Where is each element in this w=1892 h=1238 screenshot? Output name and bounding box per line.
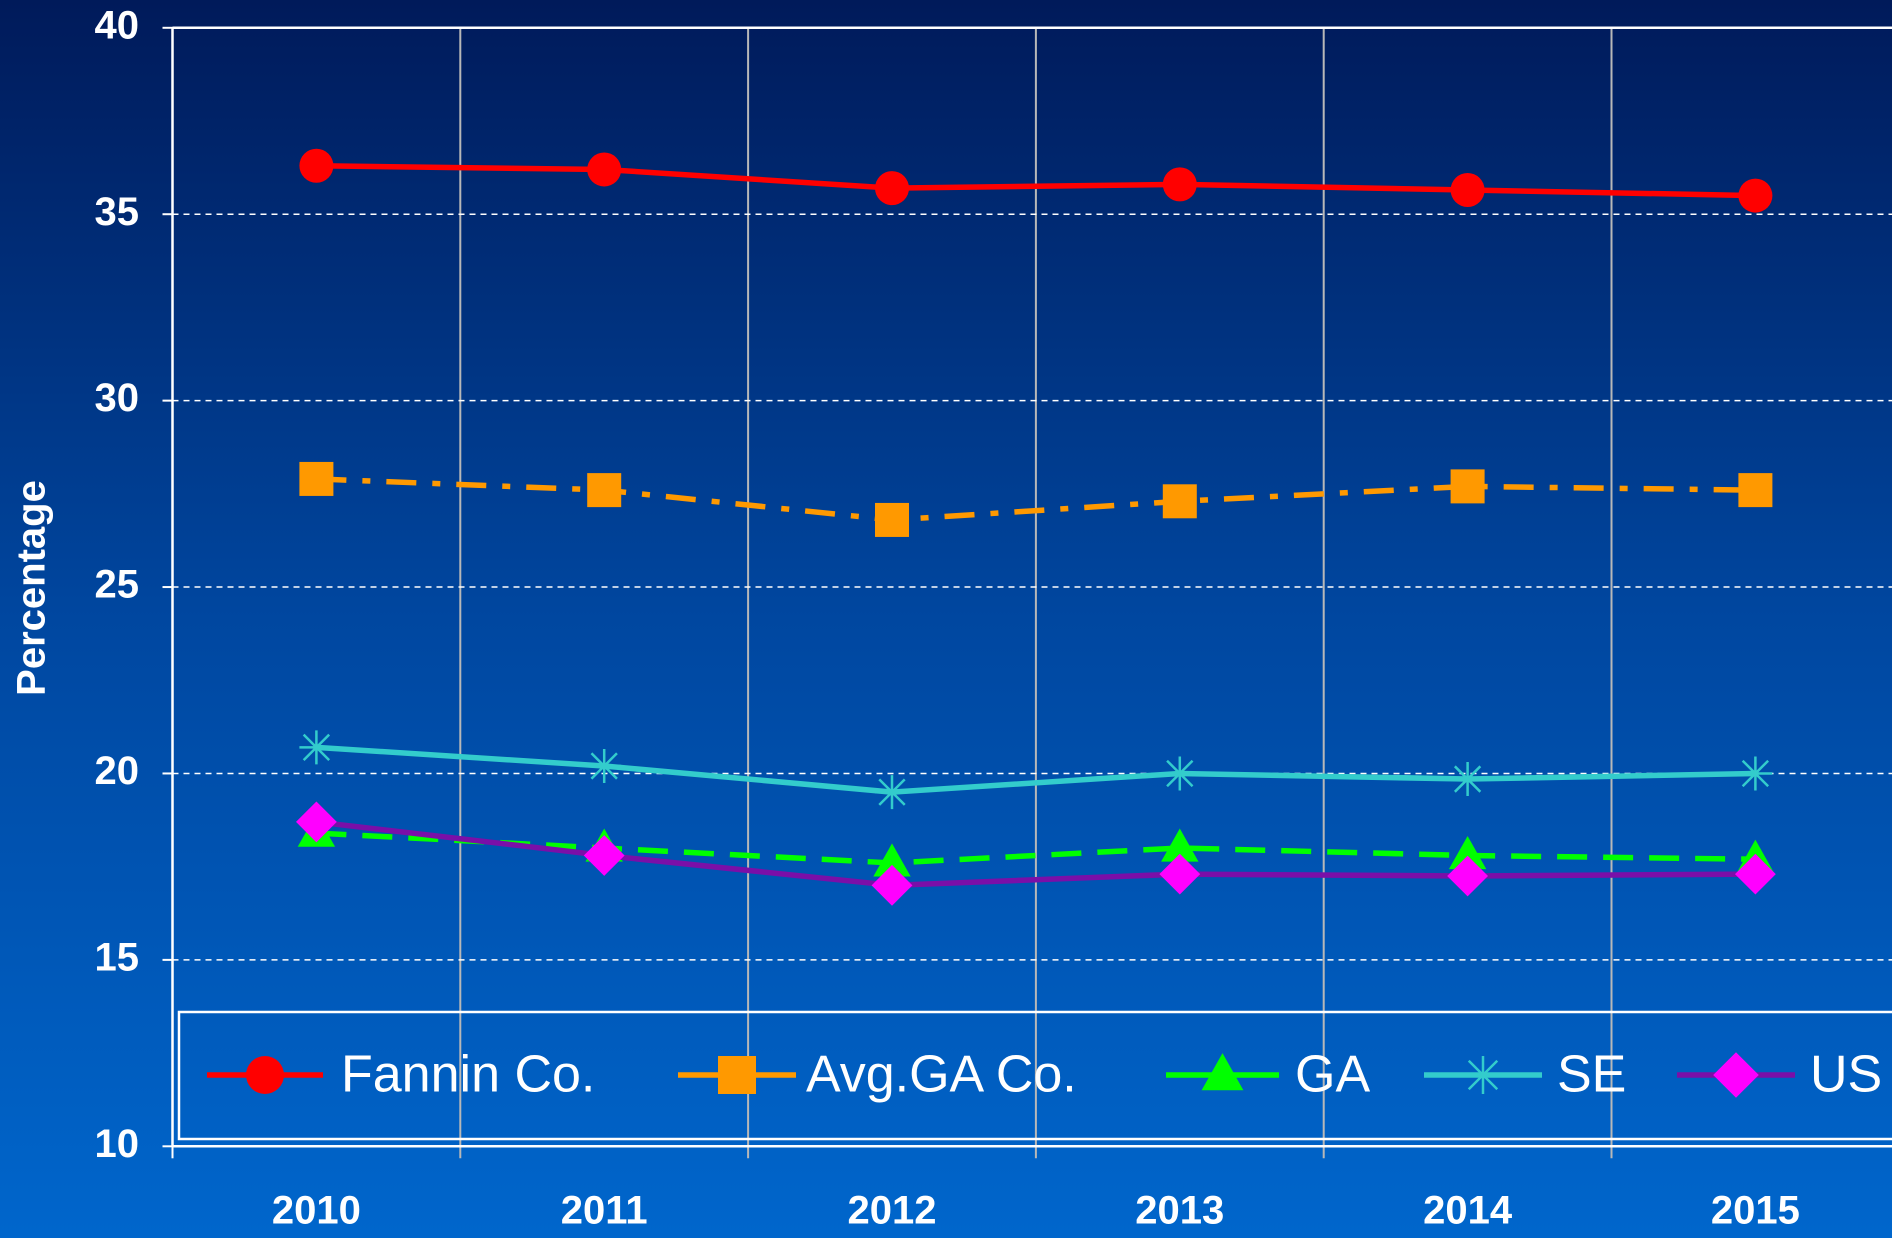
marker [871, 864, 913, 906]
marker [1162, 756, 1197, 791]
series-markers [299, 461, 1773, 537]
series-line [316, 162, 1756, 199]
marker [718, 1056, 756, 1094]
y-axis-label: Percentage [10, 480, 54, 696]
y-tick-label: 30 [95, 376, 140, 420]
series-line [316, 819, 1756, 889]
x-tick-label: 2010 [272, 1189, 361, 1233]
marker [875, 502, 909, 537]
marker [1162, 167, 1197, 202]
legend-label: Avg.GA Co. [806, 1046, 1077, 1104]
marker [299, 148, 334, 183]
marker [583, 835, 625, 876]
marker [1161, 828, 1199, 862]
marker [1447, 855, 1488, 897]
x-tick-label: 2015 [1711, 1189, 1800, 1233]
series-markers [296, 801, 1776, 906]
series-markers [299, 148, 1773, 213]
marker [587, 473, 622, 508]
x-tick-label: 2014 [1423, 1189, 1513, 1233]
marker [1464, 1056, 1502, 1094]
marker [1159, 853, 1201, 895]
marker [1450, 469, 1485, 504]
y-tick-label: 25 [95, 563, 140, 607]
x-tick-label: 2011 [561, 1189, 648, 1233]
marker [875, 775, 909, 810]
y-tick-label: 20 [95, 749, 140, 793]
x-tick-label: 2013 [1135, 1189, 1224, 1233]
y-tick-label: 10 [95, 1122, 140, 1166]
marker [246, 1056, 284, 1094]
marker [1448, 835, 1487, 870]
marker [875, 171, 909, 206]
series-line [316, 744, 1756, 795]
legend-box [177, 1010, 1892, 1141]
marker [873, 843, 911, 877]
y-tick-label: 40 [95, 3, 140, 47]
y-tick-label: 35 [95, 190, 140, 234]
marker [1450, 172, 1485, 207]
series-line [316, 476, 1756, 523]
marker [1162, 484, 1197, 519]
legend-label: US [1810, 1046, 1882, 1104]
marker [587, 152, 622, 187]
marker [299, 461, 334, 496]
marker [1450, 762, 1485, 797]
x-tick-label: 2012 [848, 1189, 937, 1233]
marker [1713, 1052, 1759, 1098]
marker [1738, 756, 1773, 791]
marker [587, 749, 622, 784]
marker [1738, 178, 1773, 213]
marker [1735, 853, 1776, 895]
y-tick-label: 15 [95, 935, 140, 979]
marker [1738, 473, 1773, 508]
legend-label: GA [1295, 1046, 1370, 1104]
marker [1201, 1053, 1244, 1091]
marker [299, 730, 334, 765]
series-line [316, 830, 1756, 866]
legend-label: SE [1557, 1046, 1626, 1104]
legend-label: Fannin Co. [341, 1046, 595, 1104]
series-markers [299, 730, 1773, 810]
marker [296, 801, 337, 843]
